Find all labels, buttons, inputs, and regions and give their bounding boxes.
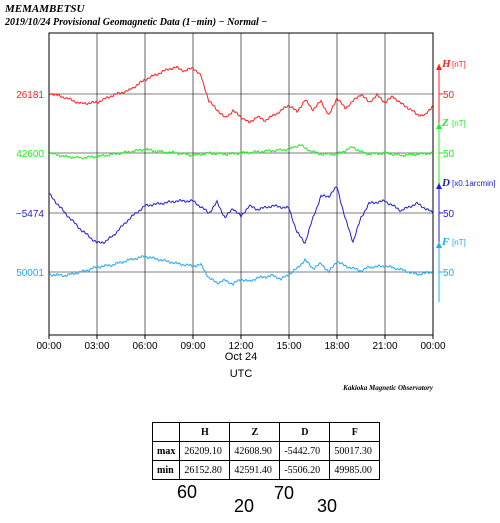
axis-arrow-icon: [436, 64, 442, 70]
stats-cell: 26152.80: [179, 460, 231, 480]
x-tick-label: 21:00: [372, 341, 397, 352]
stats-cell: 42591.40: [229, 460, 281, 480]
baseline-label-d: −5474: [16, 209, 45, 220]
geomagnetic-chart: MEMAMBETSU 2019/10/24 Provisional Geomag…: [4, 3, 496, 392]
x-tick-label: 12:00: [228, 341, 253, 352]
stats-cell: -5442.70: [279, 441, 331, 461]
stats-cell: 50017.30: [329, 441, 381, 461]
x-tick-label: 15:00: [276, 341, 301, 352]
stats-row-label: min: [151, 460, 181, 480]
baseline-labels: 26181 42600 −5474 50001: [16, 90, 45, 279]
baseline-label-f: 50001: [16, 268, 44, 279]
x-sub-label: Oct 24: [225, 351, 257, 363]
x-tick-label: 09:00: [180, 341, 205, 352]
stats-cell: 42608.90: [229, 441, 281, 461]
component-unit: [nT]: [452, 60, 466, 69]
x-tick-label: 18:00: [324, 341, 349, 352]
axis-arrow-icon: [436, 183, 442, 189]
stats-header-row: H Z D F: [151, 422, 381, 442]
series-lines: [48, 65, 434, 286]
stats-header-d: D: [279, 422, 331, 442]
handwritten-note-f: 30: [317, 496, 338, 516]
stats-row-max: max 26209.10 42608.90 -5442.70 50017.30: [151, 441, 381, 461]
component-unit: [nT]: [452, 238, 466, 247]
series-line-h: [48, 65, 434, 124]
credit-text: Kakioka Magnetic Observatory: [342, 384, 434, 392]
x-axis-label: UTC: [230, 368, 253, 380]
component-name-d: D: [441, 177, 450, 189]
baseline-label-h: 26181: [16, 90, 44, 101]
x-tick-label: 03:00: [84, 341, 109, 352]
x-tick-label: 00:00: [36, 341, 61, 352]
handwritten-note-d: 70: [274, 483, 295, 503]
stats-cell: -5506.20: [279, 460, 331, 480]
component-name-z: Z: [441, 117, 449, 129]
stats-corner: [151, 422, 181, 442]
component-unit: [x0.1arcmin]: [452, 179, 496, 188]
baseline-label-z: 42600: [16, 149, 44, 160]
stats-cell: 49985.00: [329, 460, 381, 480]
handwritten-note-h: 60: [177, 482, 198, 502]
component-interval: 50: [443, 268, 455, 279]
series-line-z: [48, 143, 434, 160]
component-unit: [nT]: [452, 119, 466, 128]
stats-header-h: H: [179, 422, 231, 442]
x-tick-label: 06:00: [132, 341, 157, 352]
axis-arrow-icon: [436, 123, 442, 129]
chart-subtitle: 2019/10/24 Provisional Geomagnetic Data …: [4, 17, 267, 28]
series-line-f: [48, 255, 434, 286]
stats-cell: 26209.10: [179, 441, 231, 461]
stats-header-f: F: [329, 422, 381, 442]
component-interval: 50: [443, 209, 455, 220]
grid: [49, 33, 433, 335]
axis-arrow-icon: [436, 242, 442, 248]
x-ticks: 00:00 03:00 06:00 09:00 12:00 15:00 18:00 21:00…: [36, 335, 446, 352]
stats-row-label: max: [151, 441, 181, 461]
component-name-f: F: [441, 236, 450, 248]
stats-header-z: Z: [229, 422, 281, 442]
series-line-d: [48, 186, 434, 245]
component-interval: 50: [443, 149, 455, 160]
stats-table: H Z D F max 26209.10 42608.90 -5442.70 5…: [151, 422, 381, 480]
component-interval: 50: [443, 90, 455, 101]
station-title: MEMAMBETSU: [4, 3, 86, 15]
stats-row-min: min 26152.80 42591.40 -5506.20 49985.00: [151, 460, 381, 480]
component-name-h: H: [441, 58, 451, 70]
component-axes: H [nT]50Z [nT]50D [x0.1arcmin]50F [nT]50: [436, 58, 496, 302]
handwritten-note-z: 20: [234, 496, 255, 516]
x-tick-label: 00:00: [420, 341, 445, 352]
